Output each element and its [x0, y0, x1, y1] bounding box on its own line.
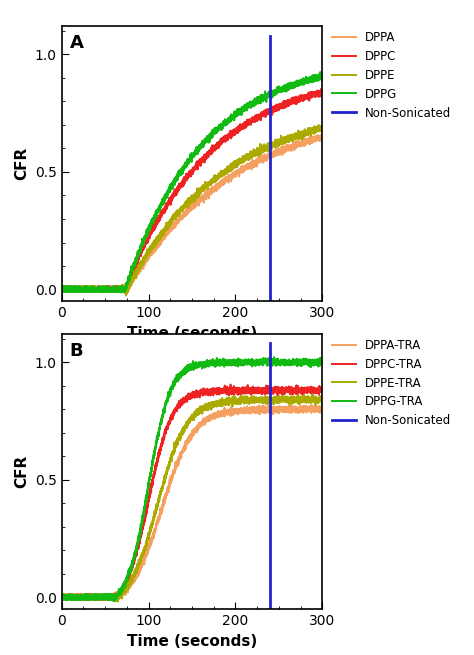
DPPG-TRA [89, 595, 94, 603]
DPPA-TRA [104, 595, 109, 603]
DPPA-TRA [59, 595, 64, 603]
DPPG [59, 284, 64, 291]
DPPC-TRA [89, 595, 94, 603]
DPPG [170, 180, 176, 188]
DPPG-TRA [104, 593, 109, 601]
DPPE-TRA [319, 398, 325, 406]
Y-axis label: CFR: CFR [14, 147, 29, 180]
DPPG [104, 282, 109, 290]
DPPC [318, 85, 324, 93]
DPPE [170, 215, 176, 223]
DPPG [89, 287, 94, 295]
DPPC [314, 88, 320, 96]
DPPE-TRA [315, 395, 320, 403]
DPPE [123, 291, 129, 299]
DPPE [319, 125, 325, 133]
Y-axis label: CFR: CFR [14, 455, 29, 488]
DPPA [123, 290, 128, 297]
DPPA [286, 141, 292, 149]
DPPC [319, 88, 325, 96]
DPPG [118, 288, 124, 296]
DPPG-TRA [271, 353, 277, 361]
DPPA [104, 288, 109, 296]
Line: DPPA-TRA: DPPA-TRA [62, 405, 322, 601]
DPPE-TRA [170, 450, 176, 458]
Line: DPPE-TRA: DPPE-TRA [62, 394, 322, 601]
DPPE [314, 126, 320, 134]
DPPG [314, 74, 320, 82]
X-axis label: Time (seconds): Time (seconds) [127, 633, 257, 648]
DPPA-TRA [159, 510, 164, 517]
Line: DPPE: DPPE [62, 125, 322, 295]
DPPA [319, 130, 325, 138]
DPPE-TRA [104, 595, 109, 603]
DPPC-TRA [286, 386, 292, 394]
DPPA [170, 223, 176, 231]
DPPG [319, 75, 325, 83]
DPPC-TRA [315, 386, 320, 394]
DPPA-TRA [89, 591, 94, 599]
DPPA-TRA [286, 407, 292, 415]
DPPG-TRA [59, 592, 64, 600]
DPPC-TRA [159, 440, 164, 447]
X-axis label: Time (seconds): Time (seconds) [127, 326, 257, 341]
DPPC [104, 287, 109, 295]
DPPA-TRA [319, 406, 325, 414]
DPPC-TRA [228, 381, 234, 388]
DPPE [104, 288, 109, 295]
DPPC-TRA [59, 592, 64, 600]
DPPE [316, 121, 321, 129]
DPPC-TRA [104, 595, 109, 603]
Legend: DPPA, DPPC, DPPE, DPPG, Non-Sonicated: DPPA, DPPC, DPPE, DPPG, Non-Sonicated [328, 26, 456, 124]
DPPA [314, 135, 320, 143]
DPPG-TRA [286, 360, 292, 367]
DPPG-TRA [319, 359, 325, 367]
DPPC [159, 211, 164, 219]
DPPE-TRA [89, 592, 94, 600]
DPPC [170, 193, 176, 201]
DPPG [286, 84, 292, 92]
Line: DPPG: DPPG [62, 72, 322, 292]
DPPE [159, 230, 164, 238]
Line: DPPC: DPPC [62, 89, 322, 293]
DPPA [89, 284, 94, 292]
DPPG [159, 200, 164, 208]
DPPC-TRA [113, 597, 119, 605]
DPPA-TRA [170, 471, 176, 479]
DPPC [123, 289, 128, 297]
Line: DPPA: DPPA [62, 134, 322, 293]
DPPC [89, 286, 94, 294]
DPPG [318, 68, 323, 76]
DPPE-TRA [59, 590, 64, 598]
DPPA [319, 136, 325, 143]
DPPA [59, 288, 64, 295]
DPPG-TRA [110, 597, 116, 605]
DPPA-TRA [309, 401, 314, 409]
DPPE-TRA [286, 394, 292, 402]
DPPC-TRA [319, 386, 325, 394]
DPPC [286, 100, 292, 107]
DPPG-TRA [315, 360, 320, 367]
DPPC [59, 286, 64, 294]
DPPE-TRA [115, 597, 121, 605]
DPPE-TRA [310, 390, 315, 398]
DPPG-TRA [170, 381, 176, 388]
Text: A: A [69, 35, 83, 52]
Text: B: B [69, 343, 83, 360]
Line: DPPG-TRA: DPPG-TRA [62, 357, 322, 601]
DPPG-TRA [159, 416, 164, 424]
DPPA-TRA [315, 403, 320, 411]
Legend: DPPA-TRA, DPPC-TRA, DPPE-TRA, DPPG-TRA, Non-Sonicated: DPPA-TRA, DPPC-TRA, DPPE-TRA, DPPG-TRA, … [328, 334, 456, 432]
DPPA-TRA [112, 597, 118, 605]
DPPC-TRA [170, 411, 176, 419]
DPPA [159, 231, 164, 239]
DPPE-TRA [159, 486, 164, 494]
DPPE [89, 286, 94, 293]
DPPE [286, 133, 292, 141]
DPPE [59, 285, 64, 293]
Line: DPPC-TRA: DPPC-TRA [62, 384, 322, 601]
